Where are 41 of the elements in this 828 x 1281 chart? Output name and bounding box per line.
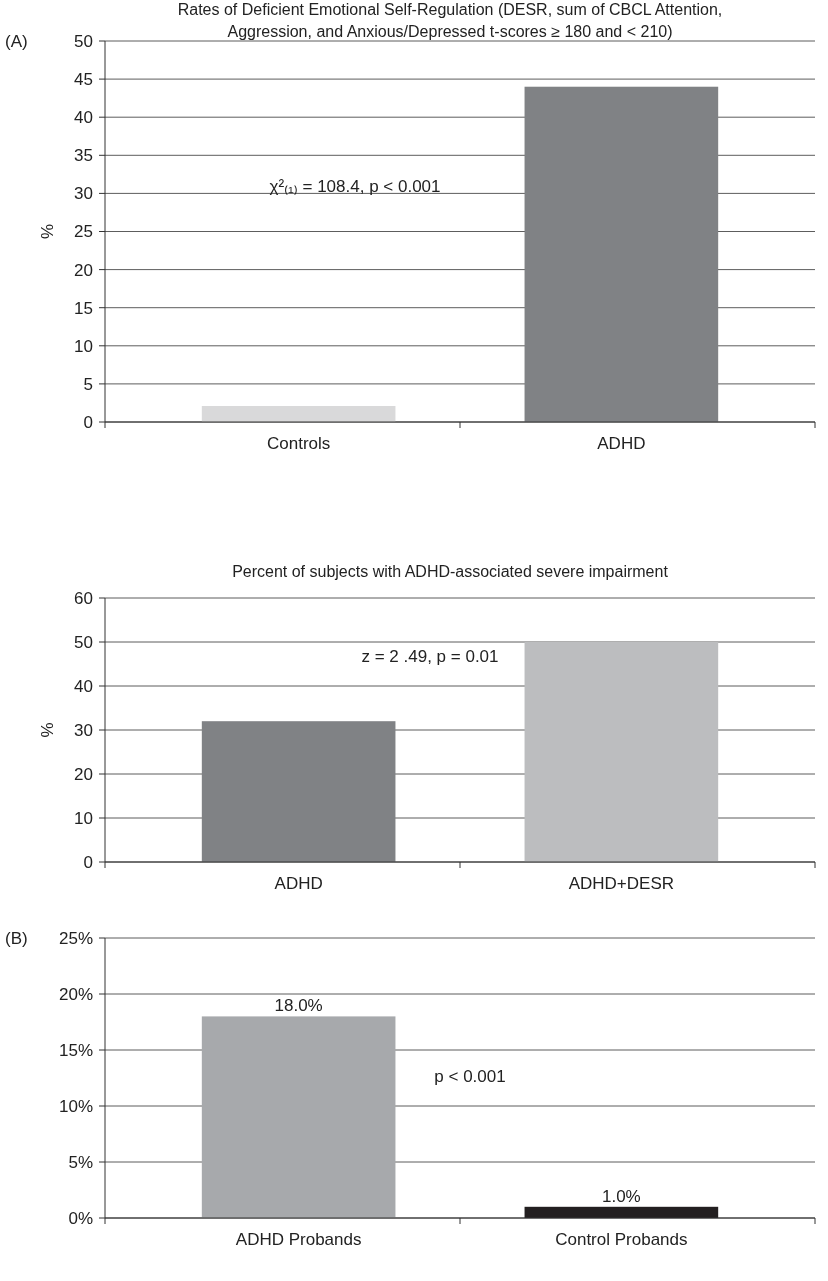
- annotation: z = 2 .49, p = 0.01: [361, 647, 499, 666]
- y-tick-label: 20%: [58, 984, 93, 1004]
- y-tick-label: 5%: [68, 1152, 93, 1172]
- y-tick-label: 5: [83, 374, 93, 394]
- x-tick-label: ADHD: [274, 874, 323, 893]
- y-tick-label: 35: [74, 146, 93, 166]
- data-label: 1.0%: [601, 1186, 641, 1206]
- y-tick-label: 10: [74, 808, 93, 828]
- y-tick-label: 45: [74, 70, 93, 90]
- y-tick-label: 30: [74, 720, 93, 740]
- y-tick-label: 40: [74, 108, 93, 128]
- y-tick-label: 0: [83, 412, 93, 432]
- y-tick-label: 0%: [68, 1208, 93, 1228]
- x-tick-label: ADHD+DESR: [568, 874, 675, 893]
- y-tick-label: 10: [74, 336, 93, 356]
- x-tick-label: Controls: [266, 434, 331, 453]
- text: (A): [5, 32, 28, 51]
- y-tick-label: 0: [83, 852, 93, 872]
- x-tick-label: ADHD: [597, 434, 646, 453]
- chart-title: Rates of Deficient Emotional Self-Regulation (DESR, sum of CBCL Attention, Aggression, and Anxious/Depressed t-scores ≥ 180 and < 210): [177, 1, 723, 40]
- annotation: χ²₍₁₎ = 108.4, p < 0.001: [269, 177, 441, 196]
- y-tick-label: 40: [74, 676, 93, 696]
- y-tick-label: 20: [74, 260, 93, 280]
- data-label: 18.0%: [274, 996, 323, 1016]
- y-axis-title: %: [38, 722, 57, 738]
- y-tick-label: 15: [74, 298, 93, 318]
- x-tick-label: Control Probands: [555, 1230, 688, 1249]
- y-tick-label: 30: [74, 184, 93, 204]
- annotation: p < 0.001: [434, 1067, 506, 1086]
- y-tick-label: 25: [74, 222, 93, 242]
- y-tick-label: 10%: [58, 1096, 93, 1116]
- y-tick-label: 15%: [58, 1040, 93, 1060]
- x-tick-label: ADHD Probands: [235, 1230, 362, 1249]
- y-axis-title: %: [38, 223, 57, 240]
- y-tick-label: 50: [74, 632, 93, 652]
- y-tick-label: 60: [74, 588, 93, 608]
- chart-title: Percent of subjects with ADHD-associated severe impairment: [232, 563, 669, 580]
- y-tick-label: 20: [74, 764, 93, 784]
- y-tick-label: 50: [74, 31, 93, 51]
- y-tick-label: 25%: [58, 928, 93, 948]
- text: (B): [5, 929, 28, 948]
